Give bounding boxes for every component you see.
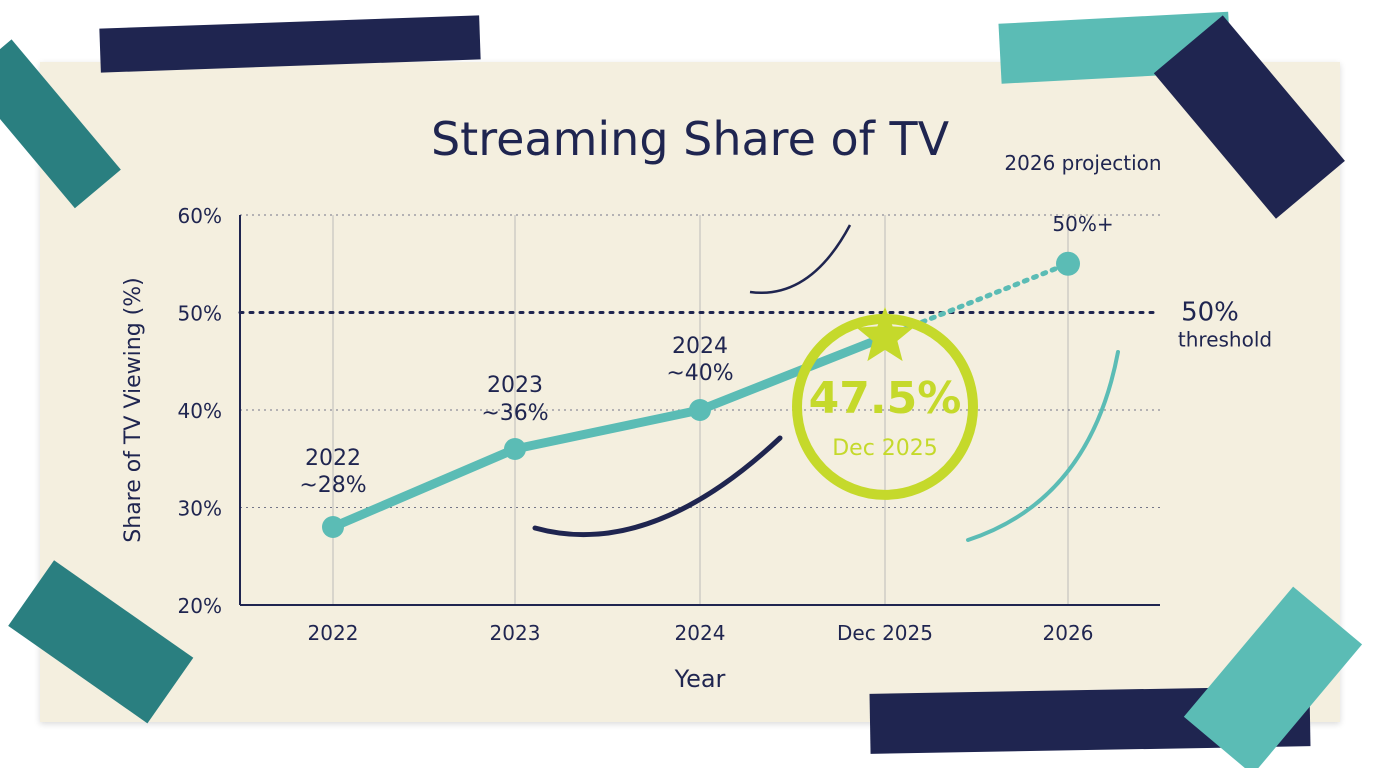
data-point — [1056, 251, 1080, 276]
series-line — [328, 332, 890, 532]
point-label-year: 2024 — [672, 334, 728, 359]
arrow-decoration — [749, 224, 852, 295]
data-point — [322, 516, 344, 538]
x-tick-label: Dec 2025 — [837, 621, 933, 645]
x-tick-label: 2022 — [308, 621, 359, 645]
y-tick-label: 20% — [178, 594, 222, 618]
point-label-year: 2023 — [487, 373, 543, 398]
threshold-label: 50% — [1181, 298, 1239, 328]
y-axis-label: Share of TV Viewing (%) — [121, 277, 146, 542]
point-label-value: ~40% — [666, 361, 733, 386]
y-tick-label: 30% — [178, 497, 222, 521]
highlight-value: 47.5% — [809, 373, 962, 424]
arrow-decoration — [966, 350, 1120, 542]
point-label-value: ~36% — [481, 401, 548, 426]
data-point — [504, 438, 526, 460]
x-axis-label: Year — [674, 665, 726, 693]
highlight-date: Dec 2025 — [832, 436, 938, 461]
arrow-decoration — [532, 435, 783, 538]
paper-background — [40, 62, 1340, 722]
washi-tape-decorations — [0, 11, 1363, 768]
y-tick-label: 50% — [178, 302, 222, 326]
threshold-sublabel: threshold — [1178, 328, 1272, 352]
projection-value: 50%+ — [1052, 212, 1113, 236]
y-tick-label: 40% — [178, 399, 222, 423]
point-label-year: 2022 — [305, 446, 361, 471]
chart-title: Streaming Share of TV — [431, 112, 950, 166]
projection-label: 2026 projection — [1004, 151, 1161, 175]
data-point-star — [856, 306, 914, 362]
x-tick-label: 2026 — [1043, 621, 1094, 645]
y-tick-label: 60% — [178, 204, 222, 228]
x-tick-label: 2024 — [675, 621, 726, 645]
data-point — [689, 399, 711, 421]
point-label-value: ~28% — [299, 473, 366, 498]
x-tick-label: 2023 — [490, 621, 541, 645]
